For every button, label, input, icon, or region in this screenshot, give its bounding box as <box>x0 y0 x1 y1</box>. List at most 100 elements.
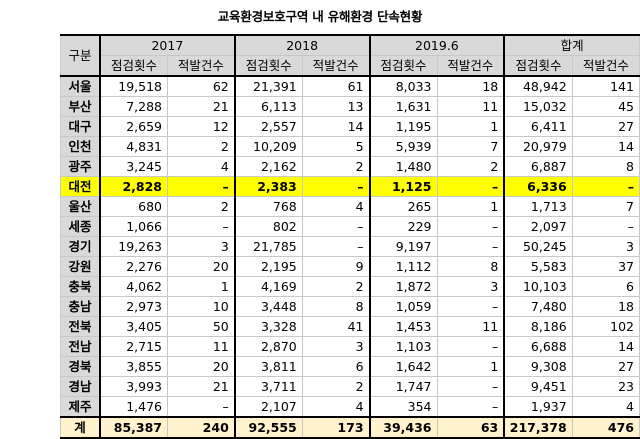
inspection-count: 3,328 <box>233 316 303 337</box>
violation-count: 173 <box>301 416 371 439</box>
violation-count: 45 <box>571 96 640 117</box>
violation-count: 20 <box>166 356 236 377</box>
violation-count: 1 <box>436 196 505 217</box>
violation-count: – <box>436 376 505 397</box>
violation-count: 1 <box>436 116 505 137</box>
region-name: 충북 <box>60 276 101 297</box>
region-name: 대전 <box>60 176 101 197</box>
inspection-count: 10,209 <box>233 136 303 157</box>
violation-count: 3 <box>301 336 371 357</box>
violation-count: 1 <box>436 356 505 377</box>
table-row: 대전 2,828–2,383–1,125–6,336– <box>60 176 640 197</box>
inspection-count: 2,870 <box>233 336 303 357</box>
inspection-count: 3,711 <box>233 376 303 397</box>
inspection-count: 21,391 <box>233 75 303 97</box>
violations-header: 적발건수 <box>571 55 640 77</box>
region-name: 인천 <box>60 136 101 157</box>
inspection-count: 19,518 <box>99 75 169 97</box>
violation-count: – <box>436 296 505 317</box>
region-name: 충남 <box>60 296 101 317</box>
violation-count: 21 <box>166 376 236 397</box>
inspection-count: 4,169 <box>233 276 303 297</box>
violation-count: 240 <box>166 416 236 439</box>
table-row: 전남 2,715 11 2,870 3 1,103–6,688 14 <box>60 336 640 357</box>
violation-count: 11 <box>436 316 505 337</box>
violation-count: 2 <box>436 156 505 177</box>
inspection-count: 3,993 <box>99 376 169 397</box>
inspection-count: 1,713 <box>503 196 573 217</box>
inspection-count: 6,113 <box>233 96 303 117</box>
inspection-count: 2,557 <box>233 116 303 137</box>
violation-count: 4 <box>301 396 371 418</box>
region-name: 경북 <box>60 356 101 377</box>
inspection-count: 2,383 <box>233 176 303 197</box>
region-header: 구분 <box>60 34 101 77</box>
violation-count: 63 <box>436 416 505 439</box>
inspection-count: 2,659 <box>99 116 169 137</box>
inspections-header: 점검횟수 <box>368 55 438 77</box>
table-row: 충북 4,062 1 4,169 2 1,872 3 10,103 6 <box>60 276 640 297</box>
inspection-count: 1,476 <box>99 396 169 418</box>
violation-count: – <box>436 216 505 237</box>
violation-count: – <box>301 216 371 237</box>
inspection-count: 3,245 <box>99 156 169 177</box>
violation-count: 4 <box>301 196 371 217</box>
inspection-count: 1,103 <box>368 336 438 357</box>
violation-count: – <box>166 396 236 418</box>
violation-count: 27 <box>571 356 640 377</box>
violation-count: – <box>436 336 505 357</box>
violation-count: – <box>571 216 640 237</box>
inspection-count: 2,097 <box>503 216 573 237</box>
table-body: 서울 19,518 62 21,391 61 8,033 18 48,942 141 부산 7,28… <box>60 75 640 439</box>
violation-count: 61 <box>301 75 371 97</box>
violation-count: 2 <box>166 196 236 217</box>
inspection-count: 3,855 <box>99 356 169 377</box>
region-name: 경기 <box>60 236 101 257</box>
inspection-count: 4,062 <box>99 276 169 297</box>
violation-count: 141 <box>571 75 640 97</box>
violation-count: 21 <box>166 96 236 117</box>
violation-count: 1 <box>166 276 236 297</box>
inspection-count: 2,162 <box>233 156 303 177</box>
inspection-count: 8,033 <box>368 75 438 97</box>
violation-count: 27 <box>571 116 640 137</box>
violation-count: 4 <box>571 396 640 418</box>
inspection-count: 1,642 <box>368 356 438 377</box>
year-header: 2018 <box>233 34 371 56</box>
inspection-count: 354 <box>368 396 438 418</box>
violation-count: – <box>436 176 505 197</box>
violation-count: 11 <box>166 336 236 357</box>
inspection-count: 20,979 <box>503 136 573 157</box>
table-row: 경기 19,263 3 21,785–9,197–50,245 3 <box>60 236 640 257</box>
violation-count: 10 <box>166 296 236 317</box>
violation-count: – <box>301 176 371 197</box>
violation-count: 3 <box>166 236 236 257</box>
violation-count: 14 <box>301 116 371 137</box>
violation-count: 2 <box>166 136 236 157</box>
region-name: 계 <box>60 416 101 439</box>
violation-count: – <box>436 236 505 257</box>
violation-count: 6 <box>301 356 371 377</box>
inspection-count: 1,125 <box>368 176 438 197</box>
inspection-count: 6,336 <box>503 176 573 197</box>
inspection-count: 5,583 <box>503 256 573 277</box>
region-name: 강원 <box>60 256 101 277</box>
inspections-header: 점검횟수 <box>99 55 169 77</box>
inspection-count: 6,411 <box>503 116 573 137</box>
inspection-count: 2,107 <box>233 396 303 418</box>
table-row: 충남 2,973 10 3,448 8 1,059–7,480 18 <box>60 296 640 317</box>
violation-count: 12 <box>166 116 236 137</box>
violation-count: 41 <box>301 316 371 337</box>
violation-count: – <box>166 216 236 237</box>
inspection-count: 8,186 <box>503 316 573 337</box>
inspection-count: 6,688 <box>503 336 573 357</box>
total-row: 계 85,387 240 92,555 173 39,436 63 217,378 476 <box>60 416 640 439</box>
region-name: 제주 <box>60 396 101 418</box>
inspection-count: 7,288 <box>99 96 169 117</box>
table-row: 부산 7,288 21 6,113 13 1,631 11 15,032 45 <box>60 96 640 117</box>
inspection-count: 1,937 <box>503 396 573 418</box>
inspection-count: 9,308 <box>503 356 573 377</box>
table-row: 대구 2,659 12 2,557 14 1,195 1 6,411 27 <box>60 116 640 137</box>
inspections-header: 점검횟수 <box>233 55 303 77</box>
inspection-count: 1,195 <box>368 116 438 137</box>
